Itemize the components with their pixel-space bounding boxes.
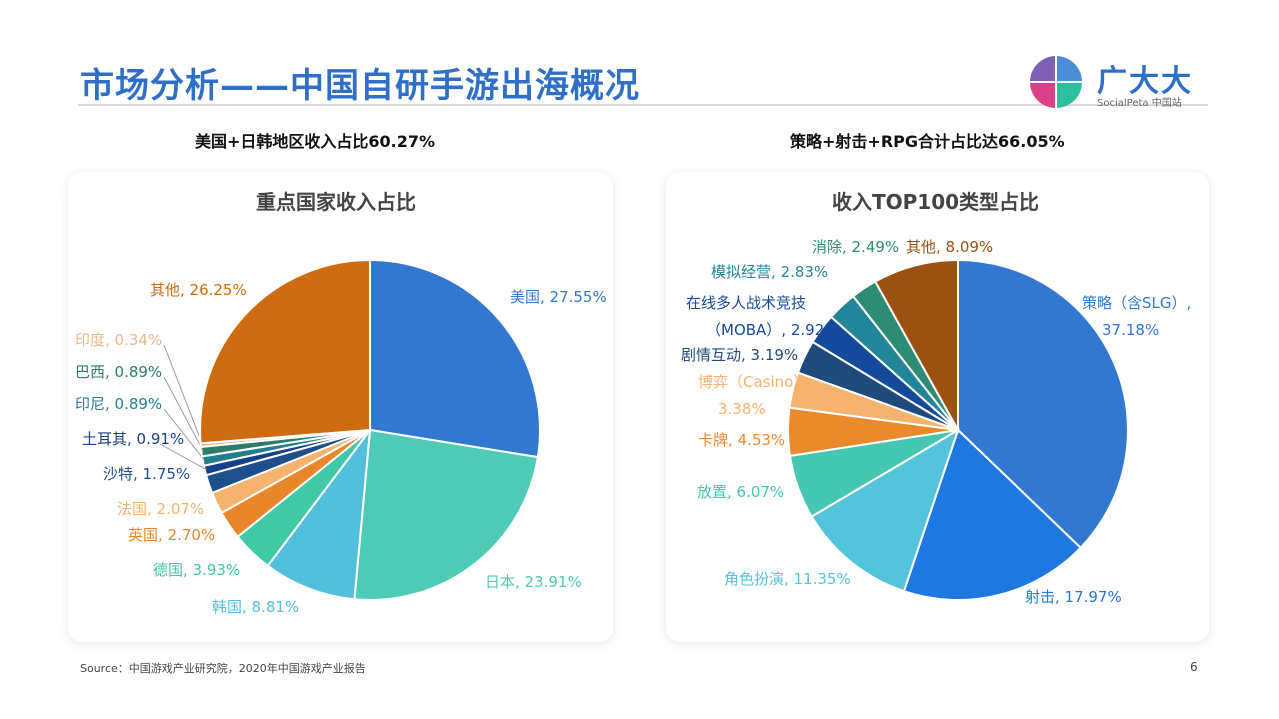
pie2-slice-1 (902, 428, 1083, 601)
pie1-slice-11 (199, 258, 371, 445)
pie2-slice-2 (810, 427, 960, 593)
logo-text: 广大大 (1097, 64, 1193, 99)
pie2-label-4: 卡牌, 4.53% (698, 431, 785, 449)
pie2-label-7: 在线多人战术竞技（MOBA）, 2.92% (686, 294, 839, 339)
pie1-label-6: 沙特, 1.75% (103, 465, 190, 483)
pie1-label-9: 巴西, 0.89% (75, 363, 162, 381)
pie2-label-6: 剧情互动, 3.19% (681, 346, 798, 364)
left-subtitle: 美国+日韩地区收入占比60.27% (195, 132, 436, 151)
source-footnote: Source：中国游戏产业研究院，2020年中国游戏产业报告 (80, 662, 366, 675)
pie2-label-1: 射击, 17.97% (1025, 588, 1122, 606)
title-divider (78, 104, 1208, 106)
pie2-label-8: 模拟经营, 2.83% (711, 263, 828, 281)
left-chart-title: 重点国家收入占比 (256, 190, 416, 214)
pie2-slice-10 (873, 258, 959, 434)
pie2-label-10: 其他, 8.09% (906, 238, 993, 256)
pie1-slice-2 (266, 426, 372, 601)
logo-icon (1030, 56, 1082, 108)
pie1-leader-7 (159, 443, 208, 471)
right-subtitle: 策略+射击+RPG合计占比达66.05% (790, 132, 1065, 151)
pie1-label-1: 日本, 23.91% (485, 573, 582, 591)
page-title: 市场分析——中国自研手游出海概况 (80, 66, 640, 106)
pie2-label-2: 角色扮演, 11.35% (724, 570, 851, 588)
pie2-slice-0 (957, 258, 1129, 550)
pie1-label-0: 美国, 27.55% (510, 288, 607, 306)
pie1-leader-8 (163, 408, 206, 462)
pie1-leader-10 (163, 344, 204, 446)
pie2-label-9: 消除, 2.49% (812, 238, 899, 256)
pie1-label-5: 法国, 2.07% (117, 500, 204, 518)
right-chart-title: 收入TOP100类型占比 (832, 190, 1040, 214)
pie1-label-4: 英国, 2.70% (128, 526, 215, 544)
pie1-label-2: 韩国, 8.81% (212, 598, 299, 616)
pie2-label-0: 策略（含SLG）, 37.18% (1082, 294, 1191, 339)
pie1-label-11: 其他, 26.25% (150, 281, 247, 299)
pie1-label-10: 印度, 0.34% (75, 331, 162, 349)
pie1-slice-0 (369, 258, 541, 459)
pie1-label-8: 印尼, 0.89% (75, 395, 162, 413)
pie1-leader-9 (163, 376, 204, 452)
pie1-label-7: 土耳其, 0.91% (82, 430, 184, 448)
pie1-slice-1 (353, 428, 539, 601)
pie2-label-3: 放置, 6.07% (697, 483, 784, 501)
page-number: 6 (1190, 660, 1198, 674)
pie1-label-3: 德国, 3.93% (153, 561, 240, 579)
pie2-label-5: 博弈（Casino）, 3.38% (698, 373, 813, 418)
logo-subtext: SocialPeta 中国站 (1097, 98, 1182, 109)
